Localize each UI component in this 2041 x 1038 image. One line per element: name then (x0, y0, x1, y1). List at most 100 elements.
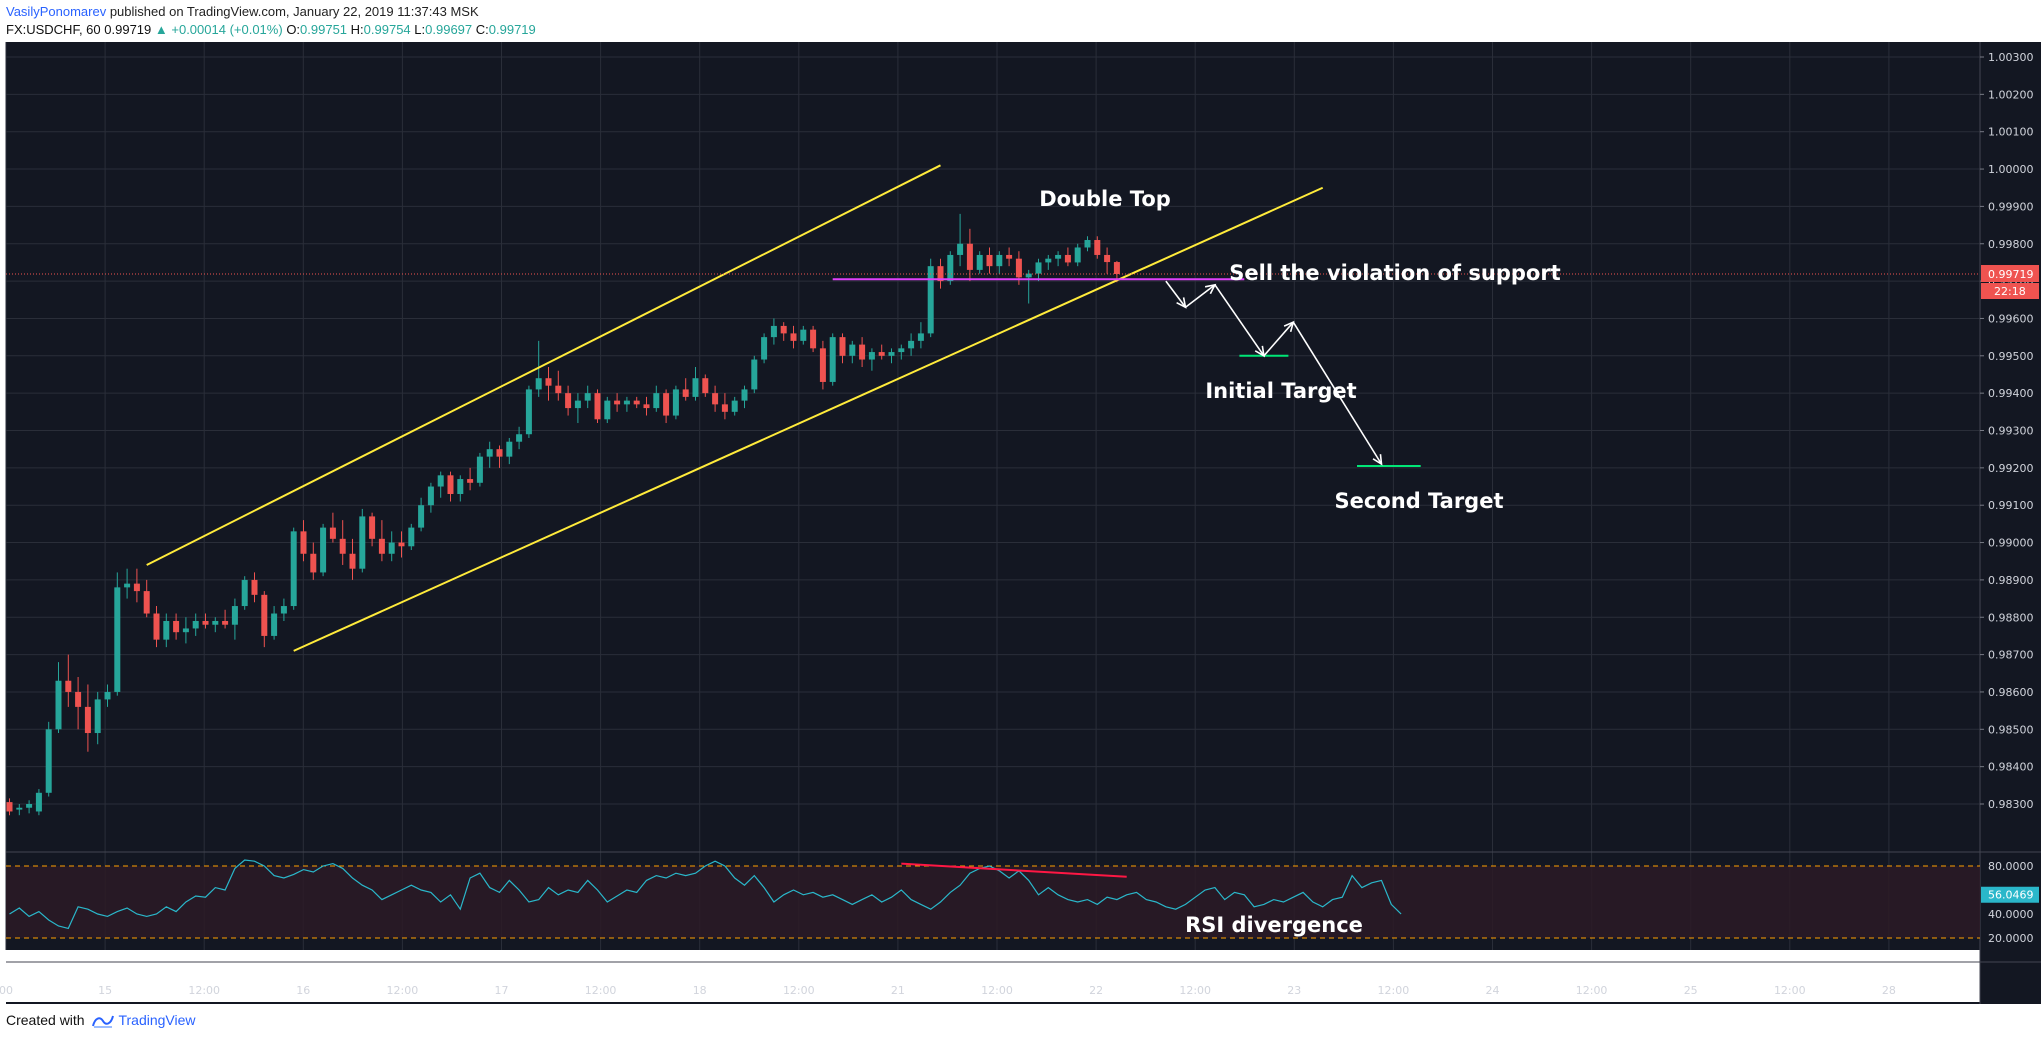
candle (192, 613, 199, 636)
candle (986, 247, 993, 274)
candle-body (1006, 254, 1013, 259)
price-tick-label: 0.99100 (1988, 499, 2034, 512)
candle (104, 684, 111, 707)
candle-body (359, 516, 366, 569)
candle-body (868, 352, 875, 360)
candle-body (751, 359, 758, 390)
candle (702, 374, 709, 397)
candle (555, 370, 562, 401)
candle (927, 258, 934, 338)
candle (271, 606, 278, 640)
candle (672, 385, 679, 420)
candle (133, 568, 140, 603)
current-price-label: 0.99719 (1988, 268, 2034, 281)
candle (1025, 269, 1032, 304)
price-tick-label: 0.98800 (1988, 611, 2034, 624)
candle-body (320, 527, 327, 573)
candle (163, 613, 170, 648)
candle (761, 333, 768, 364)
candle-body (761, 337, 768, 360)
time-tick-label: 12:00 (1378, 984, 1410, 997)
price-chart[interactable]: 1.00300 1.00200 1.00100 1.00000 0.99900 0.998… (0, 42, 2041, 1004)
projection-segment (1292, 321, 1383, 465)
price-tick-label: 0.98700 (1988, 649, 2034, 662)
candle (359, 508, 366, 573)
grid (5, 42, 2041, 1004)
candle-body (104, 691, 111, 700)
rsi-tick-label: 20.0000 (1988, 932, 2034, 945)
candle-body (6, 802, 13, 812)
candle (114, 572, 121, 696)
candle (6, 798, 13, 816)
candle-body (290, 531, 297, 607)
candle-body (173, 620, 180, 633)
candle-body (516, 434, 523, 442)
candle (917, 322, 924, 349)
candle-body (398, 542, 405, 547)
candle-body (241, 579, 248, 607)
candle (574, 393, 581, 424)
candle-body (427, 486, 434, 506)
candle-body (1055, 254, 1062, 259)
author-link[interactable]: VasilyPonomarev (6, 4, 107, 19)
time-tick-label: 12:00 (585, 984, 617, 997)
high-value: 0.99754 (363, 22, 411, 37)
channel-upper-line (146, 164, 941, 566)
candle (1064, 247, 1071, 267)
candle-body (653, 393, 660, 409)
drawings (6, 164, 1980, 652)
candle (849, 340, 856, 364)
candle (65, 654, 72, 707)
time-tick-label: 00 (0, 984, 13, 997)
candle-body (614, 400, 621, 405)
candle-body (535, 378, 542, 390)
candle (800, 325, 807, 345)
tradingview-logo-icon (92, 1016, 115, 1029)
tradingview-brand-link[interactable]: TradingView (118, 1012, 196, 1028)
candle-body (124, 583, 131, 588)
candle (868, 348, 875, 371)
candle (486, 441, 493, 468)
candle (682, 378, 689, 401)
candle (84, 684, 91, 752)
candle (280, 598, 287, 621)
candle (565, 385, 572, 416)
candle-body (623, 400, 630, 405)
candle (741, 385, 748, 409)
candle-body (369, 516, 376, 539)
time-tick-label: 16 (296, 984, 310, 997)
candle (751, 355, 758, 394)
time-tick-label: 12:00 (188, 984, 220, 997)
candle-body (712, 393, 719, 405)
candle (1006, 247, 1013, 267)
candle-body (496, 449, 503, 457)
candle-body (114, 587, 121, 692)
rsi-line (9, 859, 1402, 930)
time-axis-background (6, 1002, 1980, 1004)
price-tick-label: 0.98900 (1988, 574, 2034, 587)
candle (819, 340, 826, 390)
price-tick-label: 1.00100 (1988, 126, 2034, 139)
candle-body (45, 729, 52, 793)
candle-body (55, 680, 62, 730)
candle (1104, 247, 1111, 274)
candle-body (545, 378, 552, 386)
rsi-band-group (6, 865, 1980, 939)
candle-body (457, 479, 464, 494)
open-value: 0.99751 (300, 22, 348, 37)
price-tick-label: 0.98300 (1988, 798, 2034, 811)
candle-body (251, 579, 258, 595)
projection-segment (1185, 284, 1216, 308)
time-tick-label: 28 (1882, 984, 1896, 997)
time-axis[interactable]: 00 15 12:00 16 12:00 17 12:00 18 12:00 21 12:00 22 1… (0, 984, 1896, 997)
symbol-info: FX:USDCHF, 60 0.99719 ▲ +0.00014 (+0.01%… (6, 22, 536, 37)
rsi-current-value: 56.0469 (1988, 889, 2034, 902)
candle (45, 721, 52, 797)
price-axis[interactable]: 1.00300 1.00200 1.00100 1.00000 0.99900 0.998… (1980, 51, 2039, 945)
candle-body (486, 449, 493, 457)
candle-body (506, 441, 513, 457)
candle (1094, 236, 1101, 259)
candle (633, 396, 640, 409)
candle-body (84, 706, 91, 734)
time-tick-label: 25 (1684, 984, 1698, 997)
